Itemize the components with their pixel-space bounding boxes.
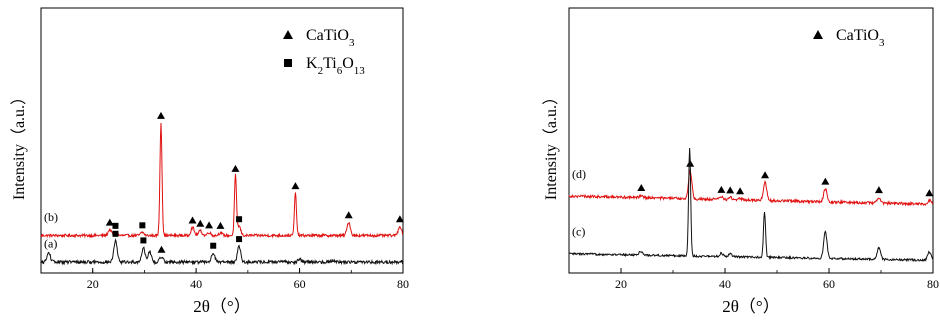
y-axis-label: Intensity（a.u.） xyxy=(10,89,28,200)
legend-label: K2Ti6O13 xyxy=(306,55,365,77)
plot-frame xyxy=(568,7,934,274)
series-label-c: (c) xyxy=(572,225,585,239)
series-label-b: (b) xyxy=(44,210,58,224)
triangle-marker xyxy=(726,186,735,194)
x-axis-label: 2θ（°） xyxy=(193,297,250,316)
square-marker xyxy=(236,236,243,243)
chart-panel-right: 20 40 60 80 2θ（°） Intensity（a.u.） (d) (c) CaTiO3 xyxy=(542,7,939,316)
triangle-marker xyxy=(205,221,214,229)
x-tick-label: 20 xyxy=(615,277,627,291)
triangle-marker xyxy=(637,183,646,191)
triangle-marker xyxy=(216,221,225,229)
legend-label-part: CaTiO xyxy=(306,27,349,44)
triangle-marker xyxy=(156,111,165,119)
square-marker xyxy=(210,242,217,249)
legend-label-part: Ti xyxy=(323,55,337,72)
series-line-a xyxy=(40,238,404,266)
triangle-marker xyxy=(925,189,934,197)
x-axis-label: 2θ（°） xyxy=(722,297,779,316)
series-line-d xyxy=(568,169,934,207)
legend-label: CaTiO3 xyxy=(306,27,355,49)
legend-label-part: O xyxy=(342,55,354,72)
x-tick-label: 80 xyxy=(927,277,939,291)
triangle-marker xyxy=(395,215,404,223)
triangle-marker xyxy=(196,219,205,227)
x-tick-label: 40 xyxy=(190,277,202,291)
triangle-marker xyxy=(874,186,883,194)
legend-square-icon xyxy=(284,59,292,67)
series-label-d: (d) xyxy=(572,167,586,181)
series-line-c xyxy=(568,147,934,263)
square-marker xyxy=(236,216,243,223)
x-tick-label: 80 xyxy=(397,277,409,291)
x-tick-label: 60 xyxy=(823,277,835,291)
x-tick-label: 40 xyxy=(719,277,731,291)
legend-triangle-icon xyxy=(813,30,823,39)
triangle-marker xyxy=(761,171,770,179)
triangle-marker xyxy=(344,211,353,219)
square-marker xyxy=(140,237,147,244)
triangle-marker xyxy=(188,216,197,224)
triangle-marker xyxy=(105,218,114,226)
legend-label-part: CaTiO xyxy=(836,27,879,44)
legend-label-subscript: 3 xyxy=(879,37,885,49)
legend-label-part: 13 xyxy=(354,65,366,77)
square-marker xyxy=(139,222,146,229)
triangle-marker xyxy=(821,177,830,185)
x-tick-label: 60 xyxy=(294,277,306,291)
legend-label-subscript: 3 xyxy=(349,37,355,49)
chart-panel-left: 20 40 60 80 2θ（°） Intensity（a.u.） (b) (a) CaTiO3… xyxy=(10,7,409,316)
legend-triangle-icon xyxy=(283,30,293,39)
x-tick-label: 20 xyxy=(87,277,99,291)
series-line-b xyxy=(40,123,404,239)
triangle-marker xyxy=(157,245,166,253)
triangle-marker xyxy=(291,182,300,190)
triangle-marker xyxy=(736,187,745,195)
square-marker xyxy=(112,222,119,229)
series-label-a: (a) xyxy=(44,236,57,250)
legend-label-part: K xyxy=(306,55,318,72)
plot-frame xyxy=(40,7,404,274)
legend-label: CaTiO3 xyxy=(836,27,885,49)
legend-label-part: 2 xyxy=(318,65,324,77)
triangle-marker xyxy=(231,164,240,172)
y-axis-label: Intensity（a.u.） xyxy=(542,89,560,200)
legend-label-part: 6 xyxy=(337,65,343,77)
triangle-marker xyxy=(717,185,726,193)
square-marker xyxy=(112,230,119,237)
